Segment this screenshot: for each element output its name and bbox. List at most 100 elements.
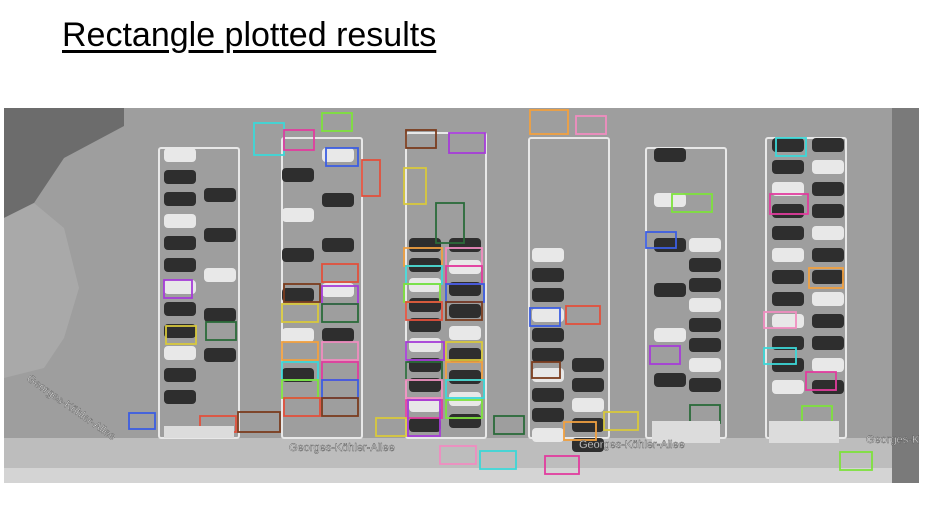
detection-box bbox=[435, 202, 465, 244]
parked-car bbox=[812, 270, 844, 284]
parked-car bbox=[204, 268, 236, 282]
parked-car bbox=[772, 204, 804, 218]
parked-car bbox=[449, 238, 481, 252]
detection-box bbox=[407, 399, 441, 437]
detection-box bbox=[763, 347, 797, 365]
parked-car bbox=[204, 228, 236, 242]
parked-car bbox=[812, 380, 844, 394]
parked-car bbox=[689, 338, 721, 352]
detection-box bbox=[321, 397, 359, 417]
parked-car bbox=[654, 283, 686, 297]
aerial-parking-photo: Georges-Köhler-Allee Georges-Köhler-Alle… bbox=[4, 108, 919, 483]
parked-car bbox=[772, 336, 804, 350]
detection-box bbox=[405, 301, 443, 321]
parked-car bbox=[772, 270, 804, 284]
parking-lot-scene: Georges-Köhler-Allee Georges-Köhler-Alle… bbox=[4, 108, 919, 483]
parked-car bbox=[772, 248, 804, 262]
detection-box bbox=[479, 450, 517, 470]
parked-car bbox=[449, 348, 481, 362]
parked-car bbox=[654, 328, 686, 342]
parked-car bbox=[812, 160, 844, 174]
detection-box bbox=[448, 132, 486, 154]
parked-car bbox=[282, 248, 314, 262]
detection-box bbox=[237, 411, 281, 433]
parked-car bbox=[449, 282, 481, 296]
detection-box bbox=[445, 341, 483, 361]
detection-box bbox=[281, 341, 319, 361]
street-label-far-right: Georges-Köhl bbox=[866, 434, 919, 446]
detection-box bbox=[563, 421, 597, 441]
parked-car bbox=[409, 278, 441, 292]
parked-car bbox=[654, 148, 686, 162]
parked-car bbox=[449, 260, 481, 274]
parked-car bbox=[689, 318, 721, 332]
parked-car bbox=[812, 292, 844, 306]
detection-box bbox=[575, 115, 607, 135]
detection-box bbox=[325, 147, 359, 167]
street-label-bottom-right: Georges-Köhler-Allee bbox=[579, 439, 685, 451]
parked-car bbox=[532, 388, 564, 402]
parked-car bbox=[572, 438, 604, 452]
parked-car bbox=[812, 248, 844, 262]
parked-car bbox=[572, 378, 604, 392]
street-label-bottom-center: Georges-Köhler-Allee bbox=[289, 442, 395, 454]
parked-car bbox=[322, 328, 354, 342]
parked-car bbox=[654, 373, 686, 387]
parked-car bbox=[282, 168, 314, 182]
parked-car bbox=[409, 418, 441, 432]
detection-box bbox=[544, 455, 580, 475]
detection-box bbox=[565, 305, 601, 325]
parked-car bbox=[164, 390, 196, 404]
parked-car bbox=[532, 328, 564, 342]
parked-car bbox=[689, 258, 721, 272]
detection-box bbox=[439, 445, 477, 465]
parked-car bbox=[772, 292, 804, 306]
detection-box bbox=[529, 109, 569, 135]
detection-box bbox=[603, 411, 639, 431]
detection-box bbox=[808, 267, 844, 289]
detection-box bbox=[763, 311, 797, 329]
parked-car bbox=[689, 238, 721, 252]
parked-car bbox=[164, 346, 196, 360]
parked-car bbox=[409, 258, 441, 272]
parked-car bbox=[282, 368, 314, 382]
parked-car bbox=[164, 280, 196, 294]
parked-car bbox=[772, 380, 804, 394]
detection-box bbox=[649, 345, 681, 365]
detection-box bbox=[375, 417, 407, 437]
detection-box bbox=[671, 193, 713, 213]
parked-car bbox=[572, 398, 604, 412]
parked-car bbox=[772, 138, 804, 152]
parked-car bbox=[164, 368, 196, 382]
parked-car bbox=[689, 378, 721, 392]
parked-car bbox=[812, 226, 844, 240]
detection-box bbox=[531, 361, 561, 379]
parked-car bbox=[409, 338, 441, 352]
parked-car bbox=[812, 314, 844, 328]
detection-box bbox=[283, 283, 321, 303]
parked-car bbox=[282, 208, 314, 222]
parked-car bbox=[322, 193, 354, 207]
parked-car bbox=[689, 278, 721, 292]
detection-box bbox=[775, 137, 807, 157]
parked-car bbox=[812, 358, 844, 372]
parked-car bbox=[164, 148, 196, 162]
detection-box bbox=[839, 451, 873, 471]
detection-box bbox=[769, 193, 809, 215]
parked-car bbox=[812, 182, 844, 196]
detection-box bbox=[445, 379, 485, 399]
detection-box bbox=[321, 341, 359, 361]
parked-car bbox=[449, 326, 481, 340]
parked-car bbox=[164, 258, 196, 272]
detection-box bbox=[645, 231, 677, 249]
detection-box bbox=[529, 307, 561, 327]
detection-box bbox=[445, 399, 483, 419]
parked-car bbox=[449, 304, 481, 318]
detection-box bbox=[128, 412, 156, 430]
parked-car bbox=[812, 336, 844, 350]
parked-car bbox=[164, 214, 196, 228]
parked-car bbox=[204, 348, 236, 362]
parked-car bbox=[532, 428, 564, 442]
detection-box bbox=[165, 325, 197, 345]
parked-car bbox=[322, 238, 354, 252]
